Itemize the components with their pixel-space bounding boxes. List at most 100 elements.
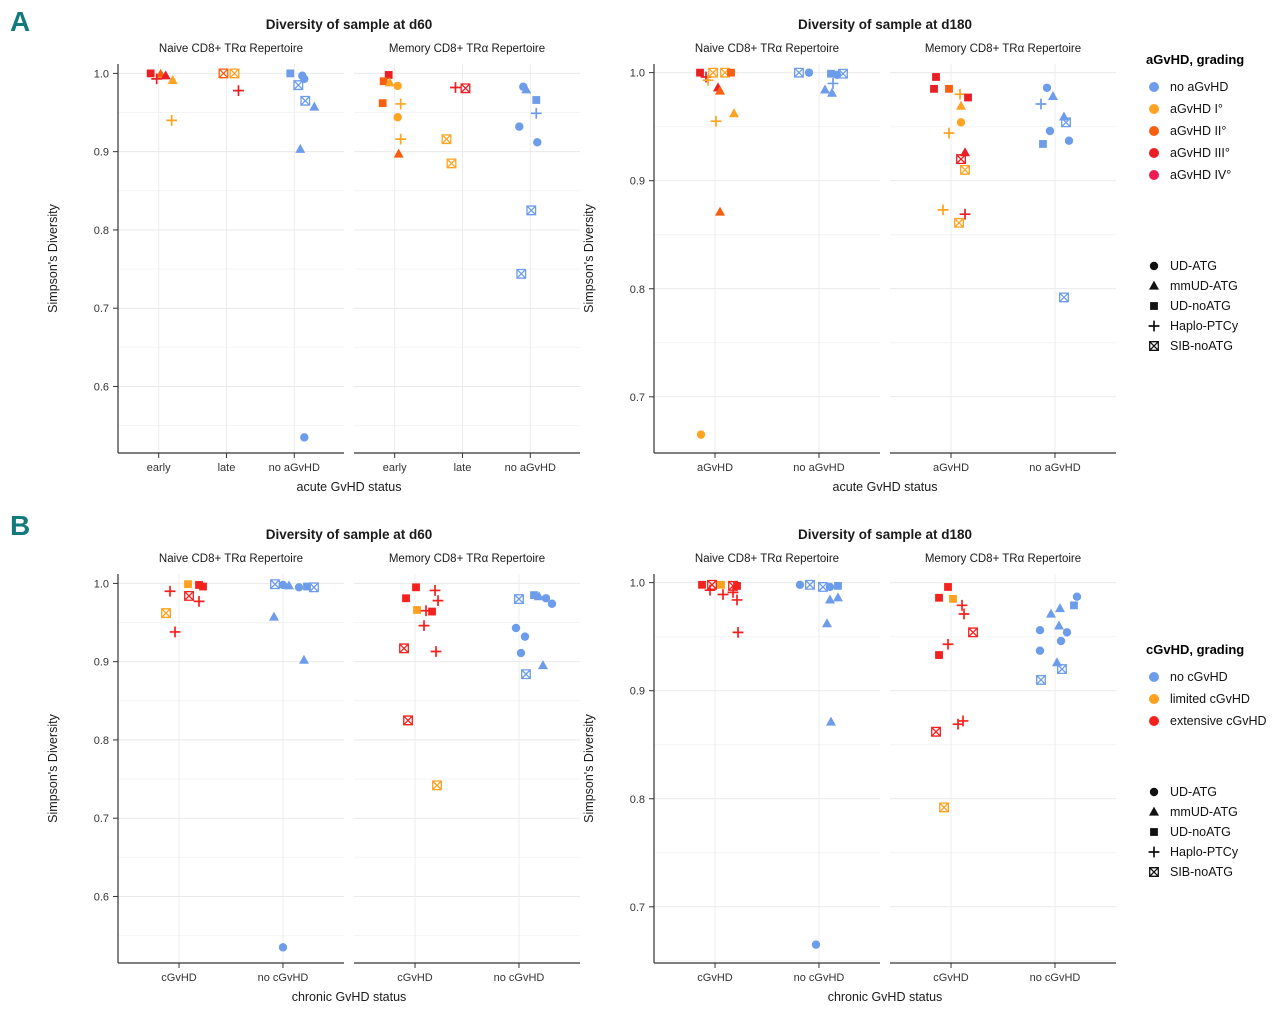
legend-item-label: SIB-noATG	[1170, 865, 1233, 879]
data-point-plus	[1148, 846, 1160, 858]
data-point-square	[827, 69, 835, 78]
data-point-square	[378, 99, 387, 108]
data-point-circle	[1045, 126, 1055, 136]
data-point-square	[379, 77, 388, 86]
data-point-cross_square	[939, 802, 949, 813]
legend-shape-item: mmUD-ATG	[1146, 802, 1280, 822]
data-point-cross_square	[270, 579, 280, 590]
data-point-plus	[233, 85, 244, 97]
data-point-cross_square	[399, 643, 409, 654]
data-point-cross_square	[794, 67, 804, 78]
data-point-cross_square	[514, 594, 524, 604]
legend-item-label: no cGvHD	[1170, 670, 1228, 684]
data-point-circle	[511, 623, 521, 633]
color-dot	[1149, 694, 1159, 704]
legend-item-label: aGvHD II°	[1170, 124, 1227, 138]
data-point-square	[717, 580, 725, 589]
chart-svg: aGvHD no aGvHD Naive CD8+ TRα Repertoire aG…	[582, 17, 1116, 494]
chart-title: Diversity of sample at d60	[266, 17, 433, 32]
x-tick-label: no cGvHD	[1030, 972, 1081, 984]
x-tick-label: cGvHD	[933, 972, 969, 984]
color-dot	[1149, 716, 1159, 726]
data-point-circle	[515, 122, 524, 131]
data-point-cross_square	[432, 780, 442, 791]
legend-title: aGvHD, grading	[1146, 52, 1245, 67]
x-tick-label: no aGvHD	[793, 462, 844, 474]
data-point-square	[696, 68, 704, 77]
data-point-plus	[151, 73, 163, 85]
facet-strip-label: Naive CD8+ TRα Repertoire	[159, 553, 303, 565]
legend-cross_square-icon	[1149, 341, 1159, 351]
data-point-cross_square	[1061, 117, 1071, 128]
legend-item-label: mmUD-ATG	[1170, 805, 1238, 819]
data-point-cross_square	[960, 164, 970, 175]
data-point-circle	[520, 632, 530, 641]
data-point-triangle	[537, 660, 548, 670]
x-tick-label: no cGvHD	[794, 972, 845, 984]
legend-square-icon	[1150, 828, 1158, 836]
data-point-cross_square	[441, 134, 452, 145]
data-point-triangle	[819, 84, 830, 94]
x-tick-label: late	[218, 462, 236, 474]
data-point-square	[949, 594, 957, 603]
data-point-cross_square	[403, 715, 413, 726]
y-tick-label: 0.6	[94, 891, 109, 903]
legend-agvhd-grading: aGvHD, grading no aGvHD aGvHD I° aGvHD II° a…	[1146, 52, 1280, 356]
legend-color-dot-icon	[1149, 104, 1159, 114]
x-axis-title: acute GvHD status	[297, 480, 402, 494]
y-axis-title: Simpson's Diversity	[582, 203, 596, 312]
y-tick-label: 1.0	[630, 68, 645, 80]
data-point-square	[698, 580, 706, 589]
legend-color-item: extensive cGvHD	[1146, 710, 1280, 732]
legend-color-item: aGvHD IV°	[1146, 164, 1280, 186]
x-tick-label: early	[383, 462, 407, 474]
data-point-circle	[294, 583, 304, 592]
color-dot	[1149, 148, 1159, 158]
legend-item-label: UD-ATG	[1170, 259, 1217, 273]
data-point-square	[727, 68, 735, 77]
legend-item-label: aGvHD IV°	[1170, 168, 1232, 182]
legend-shape-item: UD-ATG	[1146, 782, 1280, 802]
x-axis-title: chronic GvHD status	[828, 990, 943, 1004]
color-dot	[1149, 104, 1159, 114]
legend-color-item: limited cGvHD	[1146, 688, 1280, 710]
x-tick-label: cGvHD	[161, 972, 197, 984]
legend-cross_square-icon	[1149, 867, 1159, 877]
facet-strip-label: Naive CD8+ TRα Repertoire	[695, 553, 839, 565]
data-point-cross_square	[968, 627, 978, 638]
panel-a-label: A	[10, 6, 31, 37]
facet-strip-label: Memory CD8+ TRα Repertoire	[389, 553, 545, 565]
legend-cgvhd-grading: cGvHD, grading no cGvHD limited cGvHD exten…	[1146, 642, 1280, 882]
data-point-square	[146, 69, 155, 78]
legend-item-label: aGvHD III°	[1170, 146, 1230, 160]
data-point-plus	[418, 620, 430, 632]
data-point-cross_square	[516, 268, 527, 279]
data-point-circle	[393, 81, 402, 91]
legend-triangle-icon	[1149, 806, 1159, 816]
data-point-triangle	[1053, 620, 1064, 630]
y-axis-title: Simpson's Diversity	[46, 713, 60, 822]
y-tick-label: 0.7	[94, 303, 109, 315]
data-point-circle	[1064, 136, 1074, 145]
data-point-plus	[166, 114, 178, 126]
legend-shape-item: UD-noATG	[1146, 822, 1280, 842]
y-tick-label: 0.8	[94, 225, 109, 237]
data-point-cross_square	[293, 80, 304, 91]
data-point-circle	[1042, 83, 1052, 92]
data-point-plus	[1035, 98, 1047, 110]
x-tick-label: no aGvHD	[1029, 462, 1080, 474]
chart-b-d180: cGvHD no cGvHD Naive CD8+ TRα Repertoire cG…	[576, 516, 1136, 1020]
legend-item-label: Haplo-PTCy	[1170, 319, 1239, 333]
data-point-plus	[429, 585, 441, 596]
legend-plus-icon	[1148, 846, 1160, 858]
data-point-circle	[1035, 625, 1045, 635]
legend-item-label: UD-noATG	[1170, 299, 1231, 313]
data-point-square	[1070, 601, 1078, 610]
data-point-cross_square	[1036, 674, 1046, 685]
legend-shape-item: SIB-noATG	[1146, 862, 1280, 882]
data-point-plus	[710, 115, 722, 127]
data-point-triangle	[824, 594, 835, 604]
legend-square-icon	[1150, 302, 1158, 310]
legend-shape-item: SIB-noATG	[1146, 336, 1280, 356]
x-tick-label: no cGvHD	[258, 972, 309, 984]
